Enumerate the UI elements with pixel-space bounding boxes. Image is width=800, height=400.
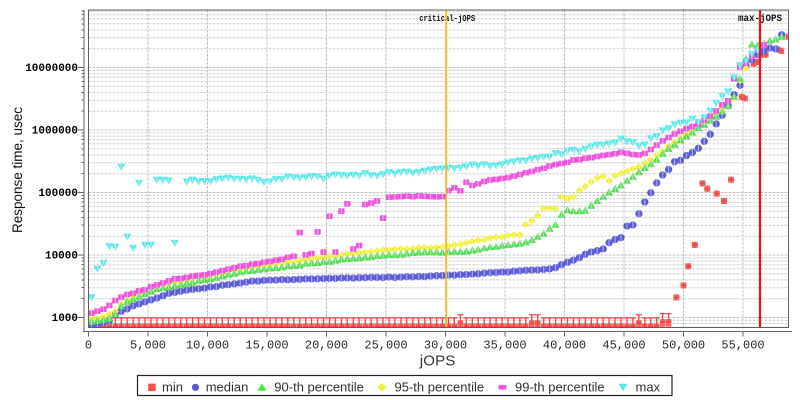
svg-text:jOPS: jOPS: [419, 353, 456, 370]
svg-text:0: 0: [85, 338, 92, 352]
svg-text:min: min: [162, 380, 183, 395]
svg-text:100000: 100000: [38, 188, 78, 200]
svg-text:90-th percentile: 90-th percentile: [274, 380, 364, 395]
svg-text:45,000: 45,000: [602, 338, 645, 352]
svg-text:15,000: 15,000: [245, 338, 288, 352]
svg-text:95-th percentile: 95-th percentile: [395, 380, 485, 395]
svg-text:critical-jOPS: critical-jOPS: [419, 13, 475, 24]
svg-text:20,000: 20,000: [305, 338, 348, 352]
svg-text:35,000: 35,000: [483, 338, 526, 352]
svg-text:25,000: 25,000: [364, 338, 407, 352]
svg-text:max: max: [636, 380, 661, 395]
svg-text:10000000: 10000000: [25, 63, 78, 75]
svg-text:10000: 10000: [45, 251, 78, 263]
svg-text:99-th percentile: 99-th percentile: [515, 380, 605, 395]
svg-text:5,000: 5,000: [130, 338, 166, 352]
svg-text:1000000: 1000000: [32, 126, 78, 138]
svg-text:55,000: 55,000: [721, 338, 764, 352]
svg-text:40,000: 40,000: [543, 338, 586, 352]
svg-text:median: median: [206, 380, 249, 395]
svg-text:Response time, usec: Response time, usec: [10, 107, 25, 233]
svg-text:1000: 1000: [52, 313, 78, 325]
svg-text:50,000: 50,000: [662, 338, 705, 352]
svg-text:10,000: 10,000: [186, 338, 229, 352]
svg-text:30,000: 30,000: [424, 338, 467, 352]
